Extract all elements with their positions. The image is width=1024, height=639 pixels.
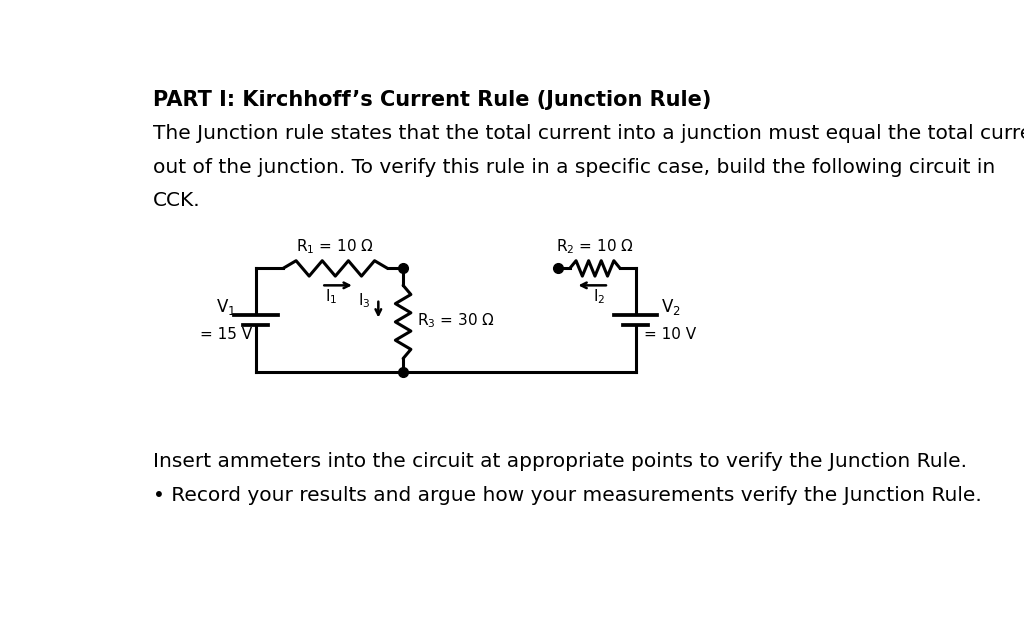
Text: V$_1$: V$_1$	[216, 296, 237, 316]
Text: The Junction rule states that the total current into a junction must equal the t: The Junction rule states that the total …	[153, 124, 1024, 142]
Text: I$_3$: I$_3$	[358, 292, 371, 311]
Text: I$_1$: I$_1$	[326, 288, 338, 306]
Text: Insert ammeters into the circuit at appropriate points to verify the Junction Ru: Insert ammeters into the circuit at appr…	[153, 452, 967, 471]
Text: CCK.: CCK.	[153, 192, 201, 210]
Text: R$_1$ = 10 $\Omega$: R$_1$ = 10 $\Omega$	[296, 238, 374, 256]
Text: • Record your results and argue how your measurements verify the Junction Rule.: • Record your results and argue how your…	[153, 486, 982, 505]
Text: = 15 V: = 15 V	[201, 327, 253, 342]
Text: out of the junction. To verify this rule in a specific case, build the following: out of the junction. To verify this rule…	[153, 158, 995, 176]
Text: = 10 V: = 10 V	[644, 327, 696, 342]
Text: I$_2$: I$_2$	[593, 288, 605, 306]
Text: PART I: Kirchhoff’s Current Rule (Junction Rule): PART I: Kirchhoff’s Current Rule (Juncti…	[153, 89, 712, 110]
Text: R$_3$ = 30 $\Omega$: R$_3$ = 30 $\Omega$	[417, 311, 495, 330]
Text: V$_2$: V$_2$	[660, 296, 680, 316]
Text: R$_2$ = 10 $\Omega$: R$_2$ = 10 $\Omega$	[556, 238, 634, 256]
